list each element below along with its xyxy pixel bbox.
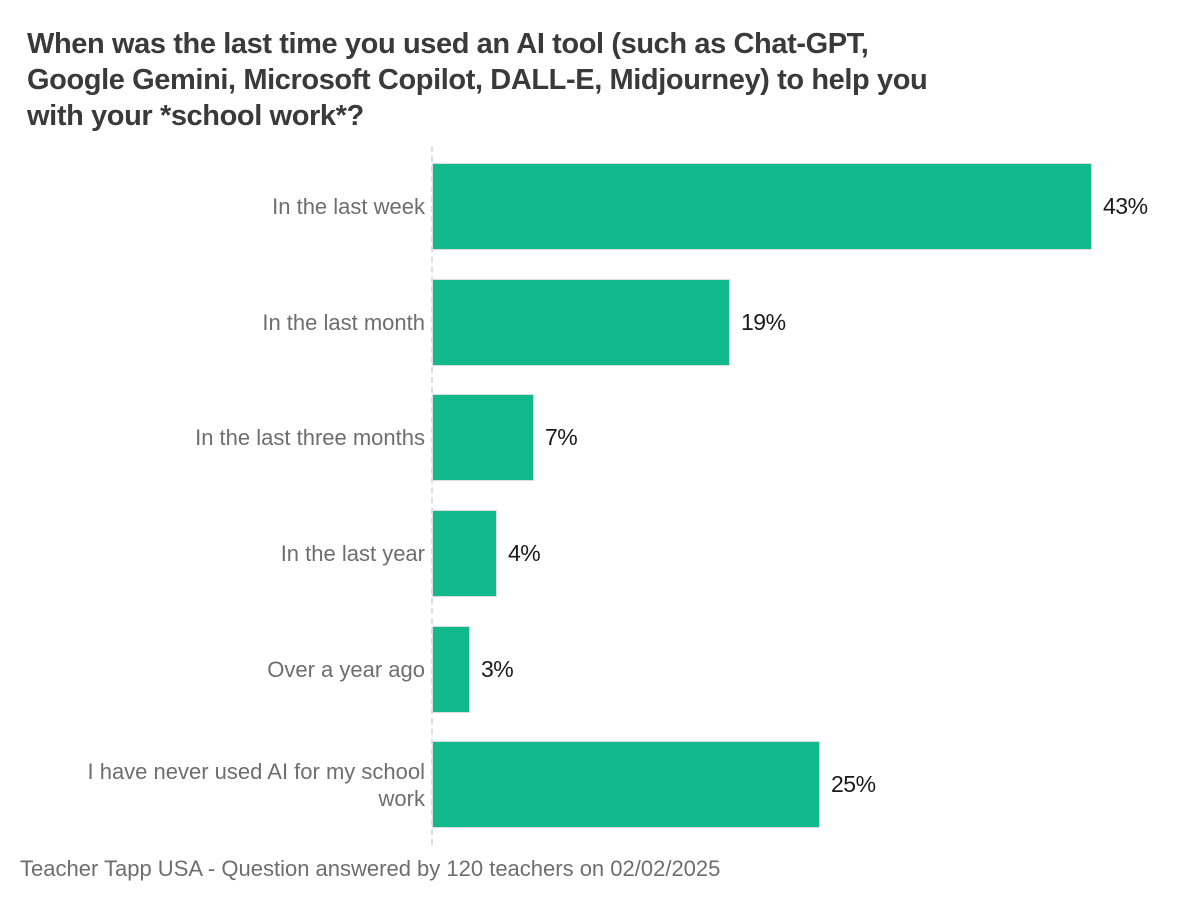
category-label: In the last month (262, 309, 425, 335)
bar-track: 19% (432, 265, 1200, 381)
category-label: Over a year ago (267, 656, 425, 682)
bar (432, 741, 820, 829)
bar-row: In the last year 4% (0, 496, 1200, 612)
bar-row: In the last week 43% (0, 149, 1200, 265)
value-label: 19% (741, 308, 786, 335)
value-label: 3% (481, 655, 514, 682)
bar-track: 4% (432, 496, 1200, 612)
category-label: I have never used AI for my school work (87, 758, 425, 811)
category-label: In the last three months (195, 425, 425, 451)
chart-title: When was the last time you used an AI to… (27, 26, 1182, 134)
chart-title-line-3: with your *school work*? (27, 100, 364, 132)
value-label: 7% (545, 424, 578, 451)
bar-row: In the last three months 7% (0, 380, 1200, 496)
bar-row: Over a year ago 3% (0, 611, 1200, 727)
bar-track: 3% (432, 611, 1200, 727)
bar (432, 625, 470, 713)
bar-track: 7% (432, 380, 1200, 496)
bar (432, 278, 730, 366)
category-label: In the last week (272, 194, 425, 220)
bar-row: In the last month 19% (0, 265, 1200, 381)
y-axis-line (431, 146, 433, 845)
chart-title-line-1: When was the last time you used an AI to… (27, 28, 869, 60)
bar-rows: In the last week 43% In the last month 19% I… (0, 149, 1200, 843)
bar (432, 394, 534, 482)
bar-row: I have never used AI for my school work 25… (0, 727, 1200, 843)
bar-track: 43% (432, 149, 1200, 265)
value-label: 4% (508, 540, 541, 567)
bar-track: 25% (432, 727, 1200, 843)
value-label: 25% (831, 771, 876, 798)
chart-title-line-2: Google Gemini, Microsoft Copilot, DALL-E… (27, 64, 928, 96)
category-label: In the last year (280, 541, 425, 567)
bar (432, 163, 1092, 251)
value-label: 43% (1103, 193, 1148, 220)
bar (432, 510, 497, 598)
source-caption: Teacher Tapp USA - Question answered by … (20, 856, 721, 881)
